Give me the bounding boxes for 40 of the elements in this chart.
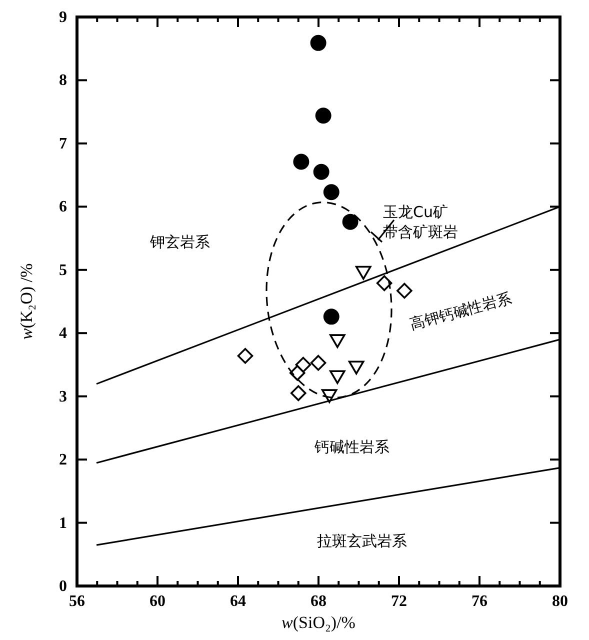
y-tick-label: 8: [59, 72, 67, 90]
annotation: 拉斑玄武岩系: [317, 532, 407, 550]
x-axis-title: w(SiO₂)/%: [282, 613, 356, 632]
x-tick-label: 60: [150, 593, 166, 610]
x-tick-label: 76: [472, 593, 488, 610]
y-tick-label: 1: [59, 514, 67, 532]
point: [396, 282, 412, 299]
y-tick-label: 5: [59, 262, 67, 279]
point: [323, 184, 340, 200]
x-tick-label: 68: [310, 593, 326, 610]
point: [290, 385, 306, 402]
point: [323, 308, 340, 325]
x-tick-label: 80: [552, 593, 568, 610]
annotation: 钾玄岩系: [149, 233, 210, 251]
y-tick-label: 4: [59, 325, 67, 342]
y-tick-label: 3: [59, 388, 67, 406]
point: [376, 275, 392, 292]
y-tick-label: 6: [59, 198, 67, 216]
x-tick-label: 64: [230, 593, 246, 610]
annotation: 钙碱性岩系: [314, 438, 390, 456]
y-tick-label: 7: [59, 135, 67, 152]
point: [315, 108, 332, 124]
y-tick-label: 0: [59, 578, 67, 595]
point: [237, 348, 254, 364]
point: [310, 354, 326, 371]
point: [348, 360, 364, 375]
point: [293, 154, 310, 170]
point: [310, 34, 326, 51]
point: [330, 334, 346, 348]
y-tick-label: 2: [59, 452, 67, 469]
x-tick-label: 72: [391, 593, 407, 610]
y-tick-label: 9: [59, 9, 67, 26]
x-tick-label: 56: [69, 593, 85, 610]
point: [289, 365, 306, 381]
point: [355, 266, 372, 280]
point: [342, 214, 358, 230]
y-axis-title: w(K₂O) /%: [17, 263, 36, 340]
point: [330, 370, 346, 384]
point: [313, 164, 330, 180]
annotation: 高钾钙碱性岩系: [408, 288, 514, 334]
